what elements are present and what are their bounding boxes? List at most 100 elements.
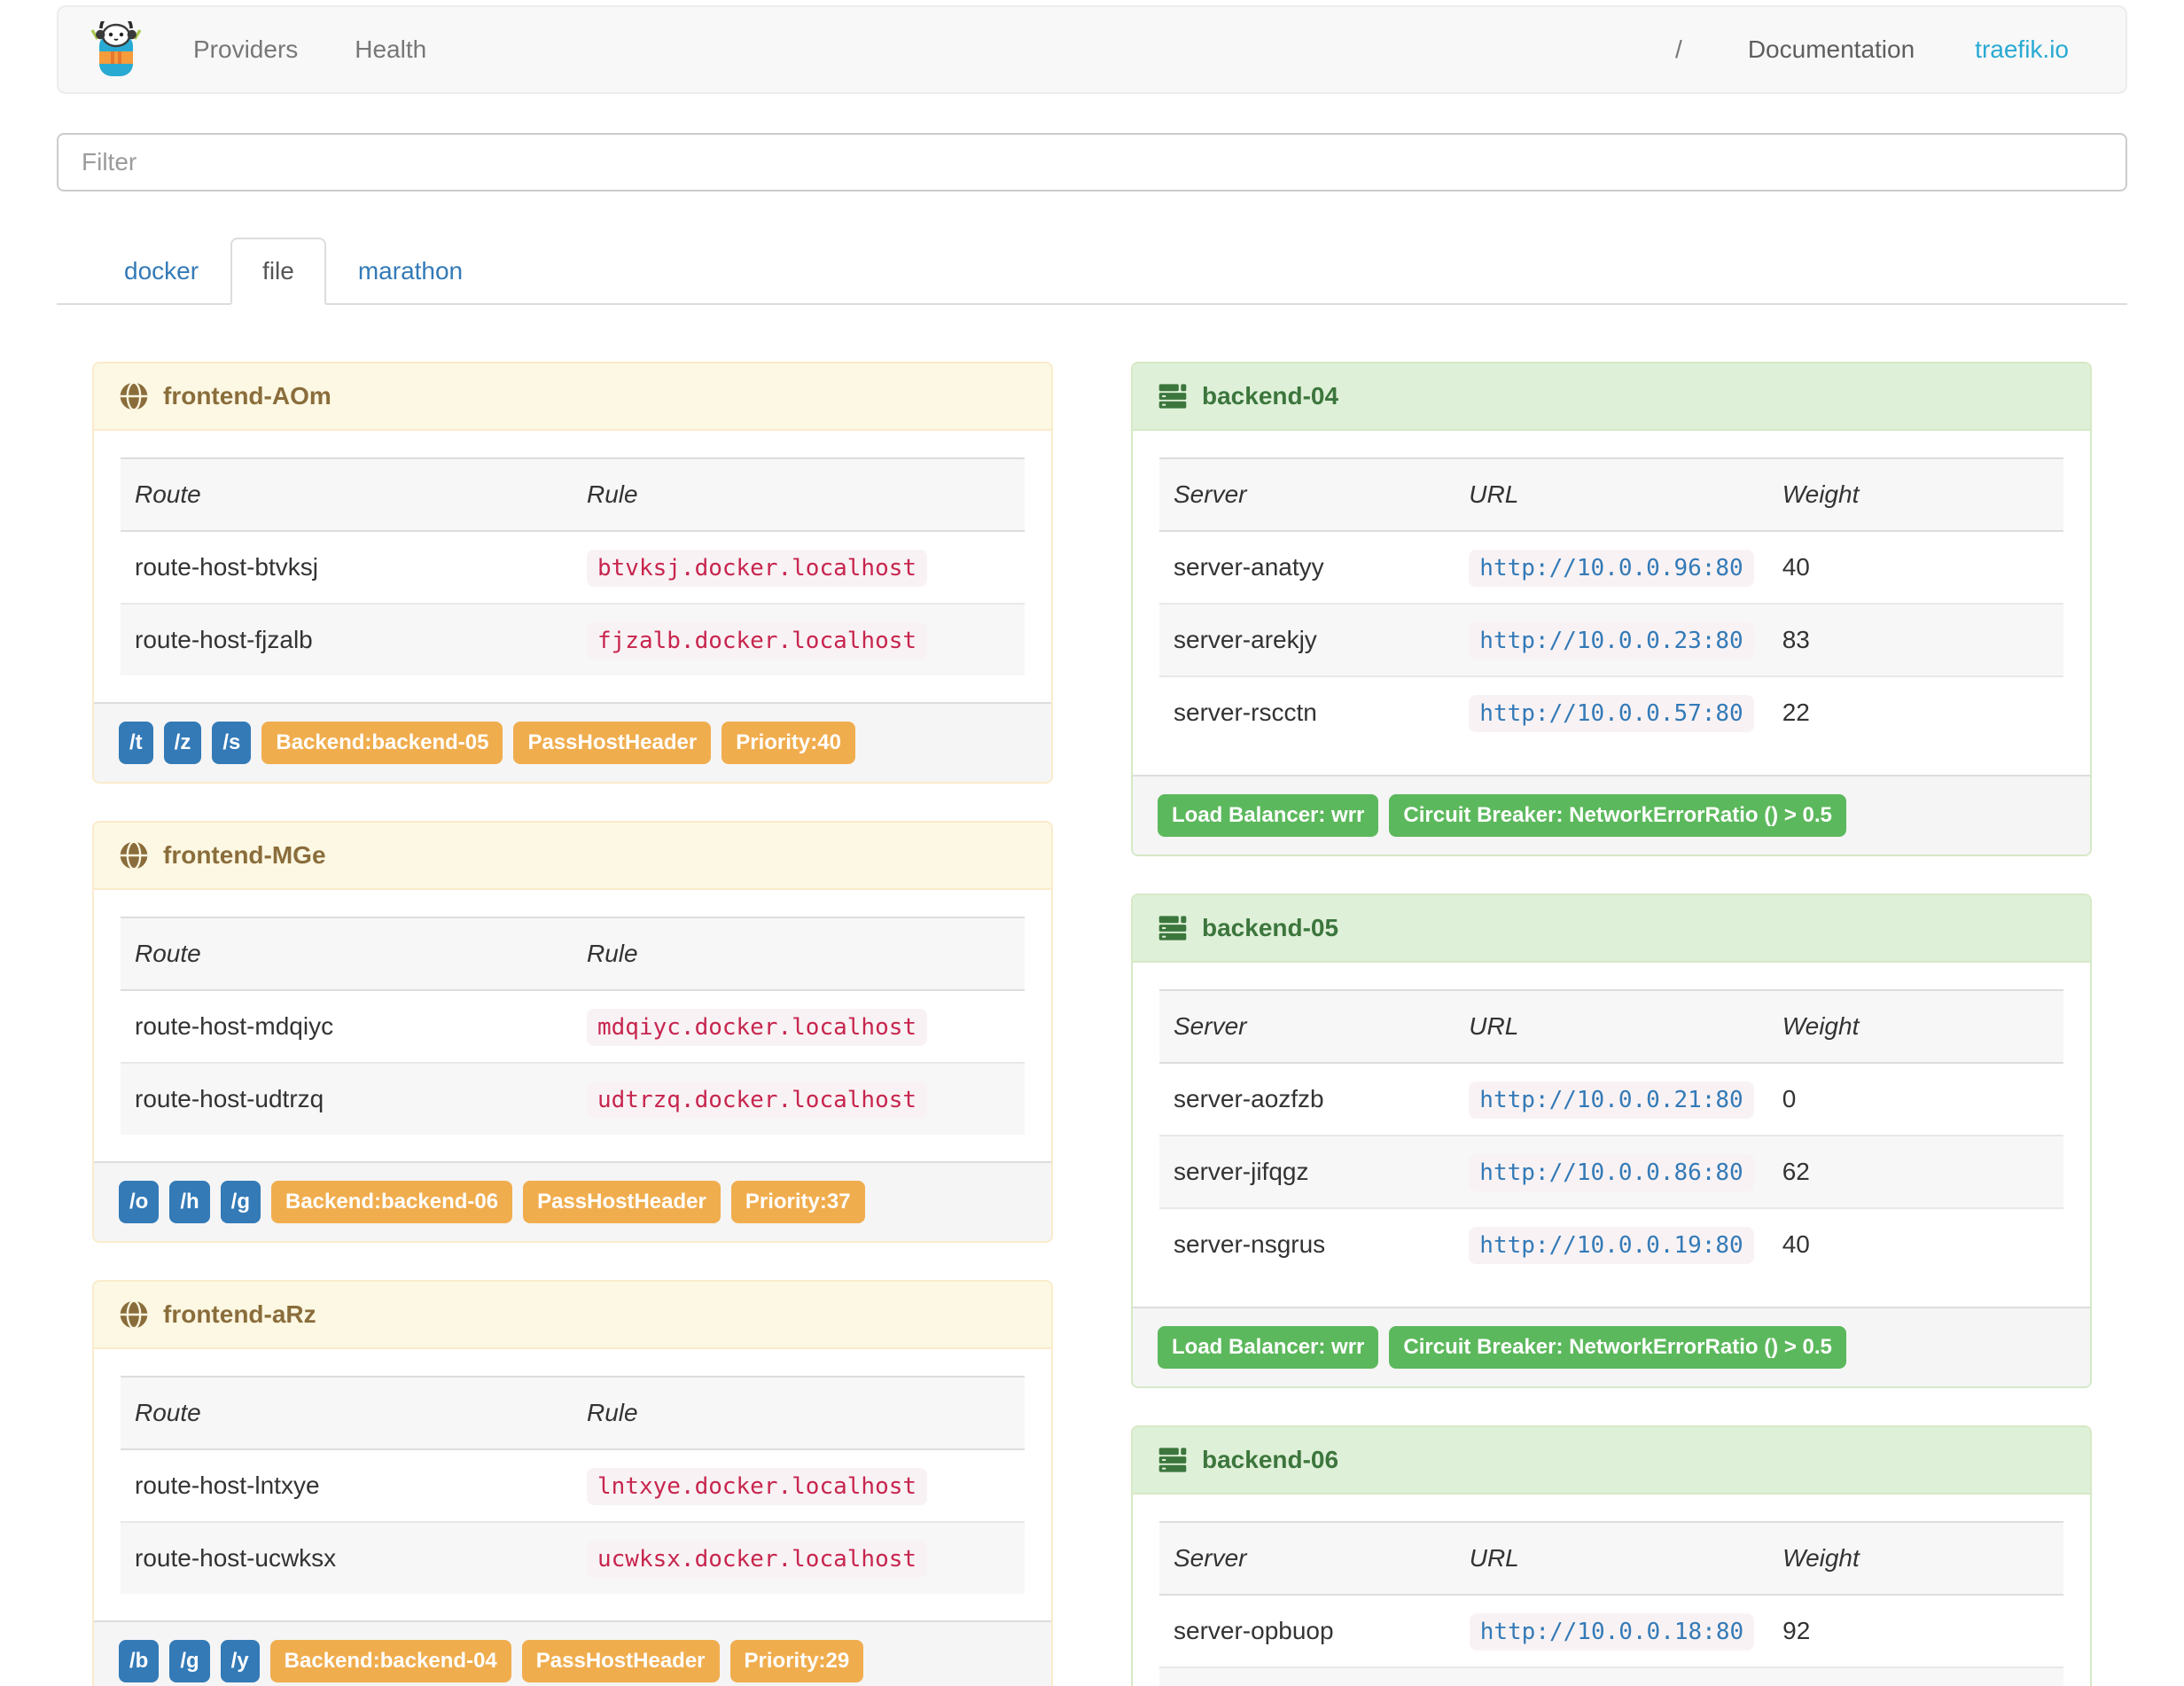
panel-body: Route Rule route-host-mdqiyc mdqiyc.dock… (94, 890, 1051, 1161)
table-row: server-anatyy http://10.0.0.96:80 40 (1159, 531, 2063, 604)
server-name: server-anatyy (1174, 553, 1324, 581)
server-name: server-nsgrus (1159, 1207, 1455, 1280)
server-name: server-arekjy (1159, 603, 1455, 676)
entrypoint-badge: /b (119, 1640, 160, 1682)
table-row: server-opbuop http://10.0.0.18:80 92 (1159, 1595, 2063, 1667)
circuit-breaker-badge: Circuit Breaker: NetworkErrorRatio () > … (1389, 794, 1846, 837)
nav-link-health[interactable]: Health (355, 35, 427, 63)
col-header-rule: Rule (573, 458, 1025, 532)
table-row: route-host-lntxye lntxye.docker.localhos… (121, 1449, 1025, 1522)
panel-body: Route Rule route-host-lntxye lntxye.dock… (94, 1349, 1051, 1620)
routes-table: Route Rule route-host-btvksj btvksj.dock… (121, 457, 1025, 675)
panel-title: backend-06 (1202, 1446, 1339, 1473)
passhostheader-badge: PassHostHeader (513, 722, 712, 764)
panel-footer: /b /g /y Backend:backend-04 PassHostHead… (94, 1620, 1051, 1686)
table-row: server-jifqgz http://10.0.0.86:80 62 (1159, 1135, 2063, 1208)
traefik-logo-icon[interactable] (67, 7, 165, 92)
rule-value: fjzalb.docker.localhost (587, 622, 928, 660)
nav-link-providers[interactable]: Providers (193, 35, 299, 63)
passhostheader-badge: PassHostHeader (521, 1640, 720, 1682)
server-url[interactable]: http://10.0.0.19:80 (1469, 1227, 1754, 1264)
server-icon (1158, 384, 1187, 409)
backend-panel-heading: backend-04 (1133, 363, 2090, 431)
col-header-route: Route (121, 458, 573, 532)
backend-panel-heading: backend-05 (1133, 895, 2090, 963)
entrypoint-badge: /z (163, 722, 202, 764)
backend-panel-heading: backend-06 (1133, 1427, 2090, 1495)
server-url[interactable]: http://10.0.0.18:80 (1469, 1613, 1755, 1651)
load-balancer-badge: Load Balancer: wrr (1158, 794, 1379, 837)
col-header-rule: Rule (573, 1377, 1025, 1450)
backend-badge: Backend:backend-06 (270, 1181, 513, 1223)
entrypoint-badge: /s (212, 722, 252, 764)
col-header-weight: Weight (1768, 1522, 2063, 1596)
nav-separator: / (1675, 35, 1682, 63)
server-weight: 62 (1767, 1135, 2063, 1208)
nav-link-traefik-io[interactable]: traefik.io (1975, 35, 2069, 63)
table-row: route-host-btvksj btvksj.docker.localhos… (121, 531, 1025, 604)
table-row: route-host-fjzalb fjzalb.docker.localhos… (121, 603, 1025, 675)
col-header-server: Server (1159, 458, 1455, 532)
col-header-route: Route (121, 917, 573, 991)
tab-marathon[interactable]: marathon (357, 257, 464, 285)
backend-panel: backend-05 Server URL Weight (1131, 894, 2092, 1388)
filter-wrap (57, 133, 2127, 191)
frontend-panel-heading: frontend-AOm (94, 363, 1051, 431)
globe-icon (120, 840, 148, 870)
tab-docker[interactable]: docker (124, 257, 199, 285)
server-name: server-aozfzb (1174, 1085, 1324, 1112)
server-weight: 83 (1767, 603, 2063, 676)
passhostheader-badge: PassHostHeader (523, 1181, 721, 1223)
panel-title: frontend-aRz (163, 1300, 316, 1328)
filter-input[interactable] (57, 133, 2127, 191)
rule-value: btvksj.docker.localhost (587, 550, 928, 587)
server-url[interactable]: http://10.0.0.21:80 (1469, 1081, 1754, 1119)
col-header-route: Route (121, 1377, 573, 1450)
server-url[interactable]: http://10.0.0.96:80 (1469, 550, 1754, 587)
route-name: route-host-lntxye (135, 1471, 320, 1499)
server-url[interactable]: http://10.0.0.57:80 (1469, 695, 1754, 732)
server-weight: 92 (1782, 1617, 1811, 1644)
server-name: server-rscctn (1159, 675, 1455, 748)
tab-file[interactable]: file (230, 238, 326, 305)
entrypoint-badge: /h (169, 1181, 210, 1223)
entrypoint-badge: /o (119, 1181, 160, 1223)
entrypoint-badge: /y (220, 1640, 260, 1682)
globe-icon (120, 1300, 148, 1330)
panel-footer: Load Balancer: wrr Circuit Breaker: Netw… (1133, 775, 2090, 855)
routes-table: Route Rule route-host-mdqiyc mdqiyc.dock… (121, 917, 1025, 1135)
entrypoint-badge: /t (119, 722, 153, 764)
panel-body: Route Rule route-host-btvksj btvksj.dock… (94, 431, 1051, 702)
priority-badge: Priority:40 (722, 722, 855, 764)
frontend-panel: frontend-MGe Route Rule route-host-mdqi (92, 821, 1053, 1243)
route-name: route-host-udtrzq (121, 1062, 573, 1135)
panel-body: Server URL Weight server-anatyy http://1… (1133, 431, 2090, 775)
col-header-weight: Weight (1767, 990, 2063, 1064)
frontend-panel-heading: frontend-aRz (94, 1282, 1051, 1349)
routes-table: Route Rule route-host-lntxye lntxye.dock… (121, 1376, 1025, 1594)
navbar-right: / Documentation traefik.io (1640, 35, 2117, 64)
table-row: route-host-ucwksx ucwksx.docker.localhos… (121, 1521, 1025, 1594)
rule-value: udtrzq.docker.localhost (587, 1081, 928, 1119)
server-name: server-jifqgz (1159, 1135, 1455, 1208)
server-icon (1158, 916, 1187, 941)
frontend-panel-heading: frontend-MGe (94, 823, 1051, 890)
col-header-url: URL (1455, 458, 1768, 532)
nav-link-documentation[interactable]: Documentation (1747, 35, 1915, 63)
table-row: route-host-udtrzq udtrzq.docker.localhos… (121, 1062, 1025, 1135)
server-name: server-tksmvo (1159, 1666, 1455, 1686)
backends-column: backend-04 Server URL Weight (1131, 362, 2092, 1686)
col-header-server: Server (1159, 1522, 1455, 1596)
server-url[interactable]: http://10.0.0.23:80 (1469, 622, 1754, 660)
server-url[interactable]: http://10.0.0.86:80 (1469, 1154, 1754, 1191)
server-weight: 0 (1782, 1085, 1797, 1112)
col-header-url: URL (1455, 990, 1768, 1064)
entrypoint-badge: /g (220, 1181, 261, 1223)
frontends-column: frontend-AOm Route Rule route-host-btvk (92, 362, 1053, 1686)
servers-table: Server URL Weight server-aozfzb http://1… (1159, 989, 2063, 1280)
server-icon (1158, 1448, 1187, 1472)
panel-body: Server URL Weight server-aozfzb http://1… (1133, 963, 2090, 1307)
priority-badge: Priority:37 (730, 1181, 865, 1223)
route-name: route-host-btvksj (135, 553, 318, 581)
col-header-rule: Rule (573, 917, 1025, 991)
